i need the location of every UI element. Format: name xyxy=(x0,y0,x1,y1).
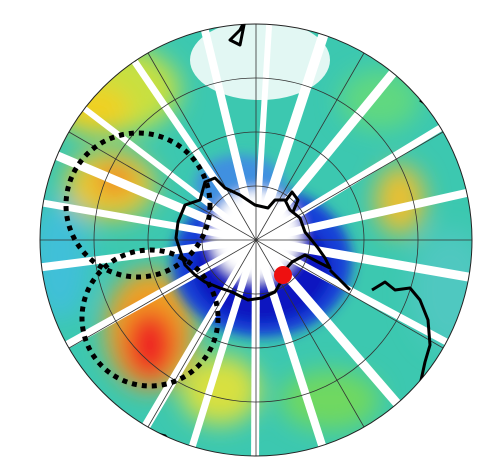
marker xyxy=(274,266,292,284)
gap-region xyxy=(190,20,330,100)
polar-map xyxy=(0,0,491,473)
page: (() => { const data = JSON.parse(documen… xyxy=(0,0,491,473)
